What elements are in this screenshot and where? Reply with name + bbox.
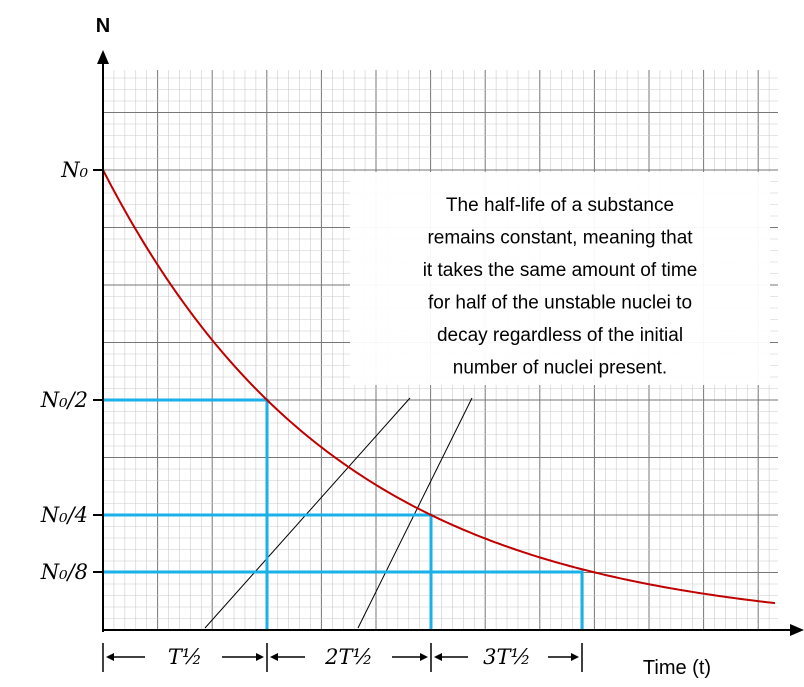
- annotation-line: it takes the same amount of time: [423, 260, 698, 281]
- interval-labels: T½ 2T½ 3T½: [168, 645, 531, 669]
- annotation-line: for half of the unstable nuclei to: [428, 293, 692, 314]
- level-label: N₀/8: [40, 560, 88, 584]
- interval-label: 3T½: [483, 645, 531, 669]
- arrowhead: [790, 624, 804, 636]
- annotation-box: [350, 172, 770, 385]
- level-label: N₀/2: [40, 388, 88, 412]
- annotation-line: The half-life of a substance: [446, 195, 674, 216]
- y-axis-label: N: [96, 15, 110, 37]
- level-label: N₀/4: [40, 503, 88, 527]
- decay-curve: [102, 169, 776, 605]
- annotation-line: number of nuclei present.: [453, 358, 667, 379]
- annotation-line: remains constant, meaning that: [427, 228, 693, 249]
- leader-line: [357, 397, 473, 629]
- interval-label: T½: [168, 645, 202, 669]
- annotation-line: decay regardless of the initial: [437, 325, 683, 346]
- level-label: N₀: [60, 158, 88, 182]
- interval-label: 2T½: [324, 645, 373, 669]
- arrowhead: [97, 50, 109, 64]
- level-labels: N₀ N₀/2 N₀/4 N₀/8: [40, 158, 89, 584]
- x-axis-label: Time (t): [643, 657, 711, 679]
- axes: [93, 60, 795, 632]
- annotation: The half-life of a substance remains cons…: [423, 195, 698, 379]
- grid: [102, 70, 778, 631]
- leader-line: [204, 397, 411, 629]
- arrow-tips: [106, 653, 579, 661]
